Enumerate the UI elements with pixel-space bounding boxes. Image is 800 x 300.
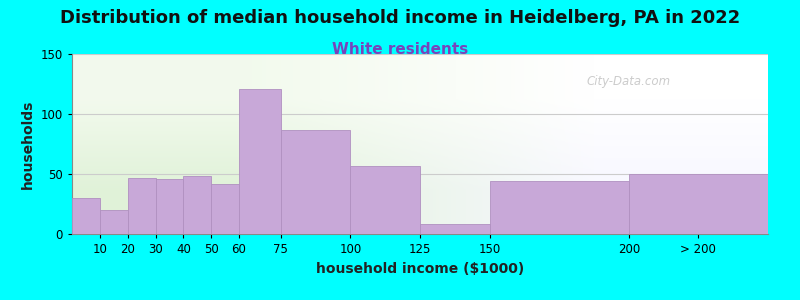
Bar	[128, 178, 155, 234]
X-axis label: household income ($1000): household income ($1000)	[316, 262, 524, 276]
Bar	[211, 184, 239, 234]
Bar	[490, 181, 629, 234]
Bar	[100, 210, 128, 234]
Bar	[183, 176, 211, 234]
Text: Distribution of median household income in Heidelberg, PA in 2022: Distribution of median household income …	[60, 9, 740, 27]
Text: White residents: White residents	[332, 42, 468, 57]
Bar	[239, 89, 281, 234]
Y-axis label: households: households	[21, 99, 35, 189]
Bar	[72, 198, 100, 234]
Bar	[155, 179, 183, 234]
Bar	[350, 166, 420, 234]
Bar	[281, 130, 350, 234]
Bar	[629, 174, 768, 234]
Text: City-Data.com: City-Data.com	[586, 75, 671, 88]
Bar	[420, 224, 490, 234]
